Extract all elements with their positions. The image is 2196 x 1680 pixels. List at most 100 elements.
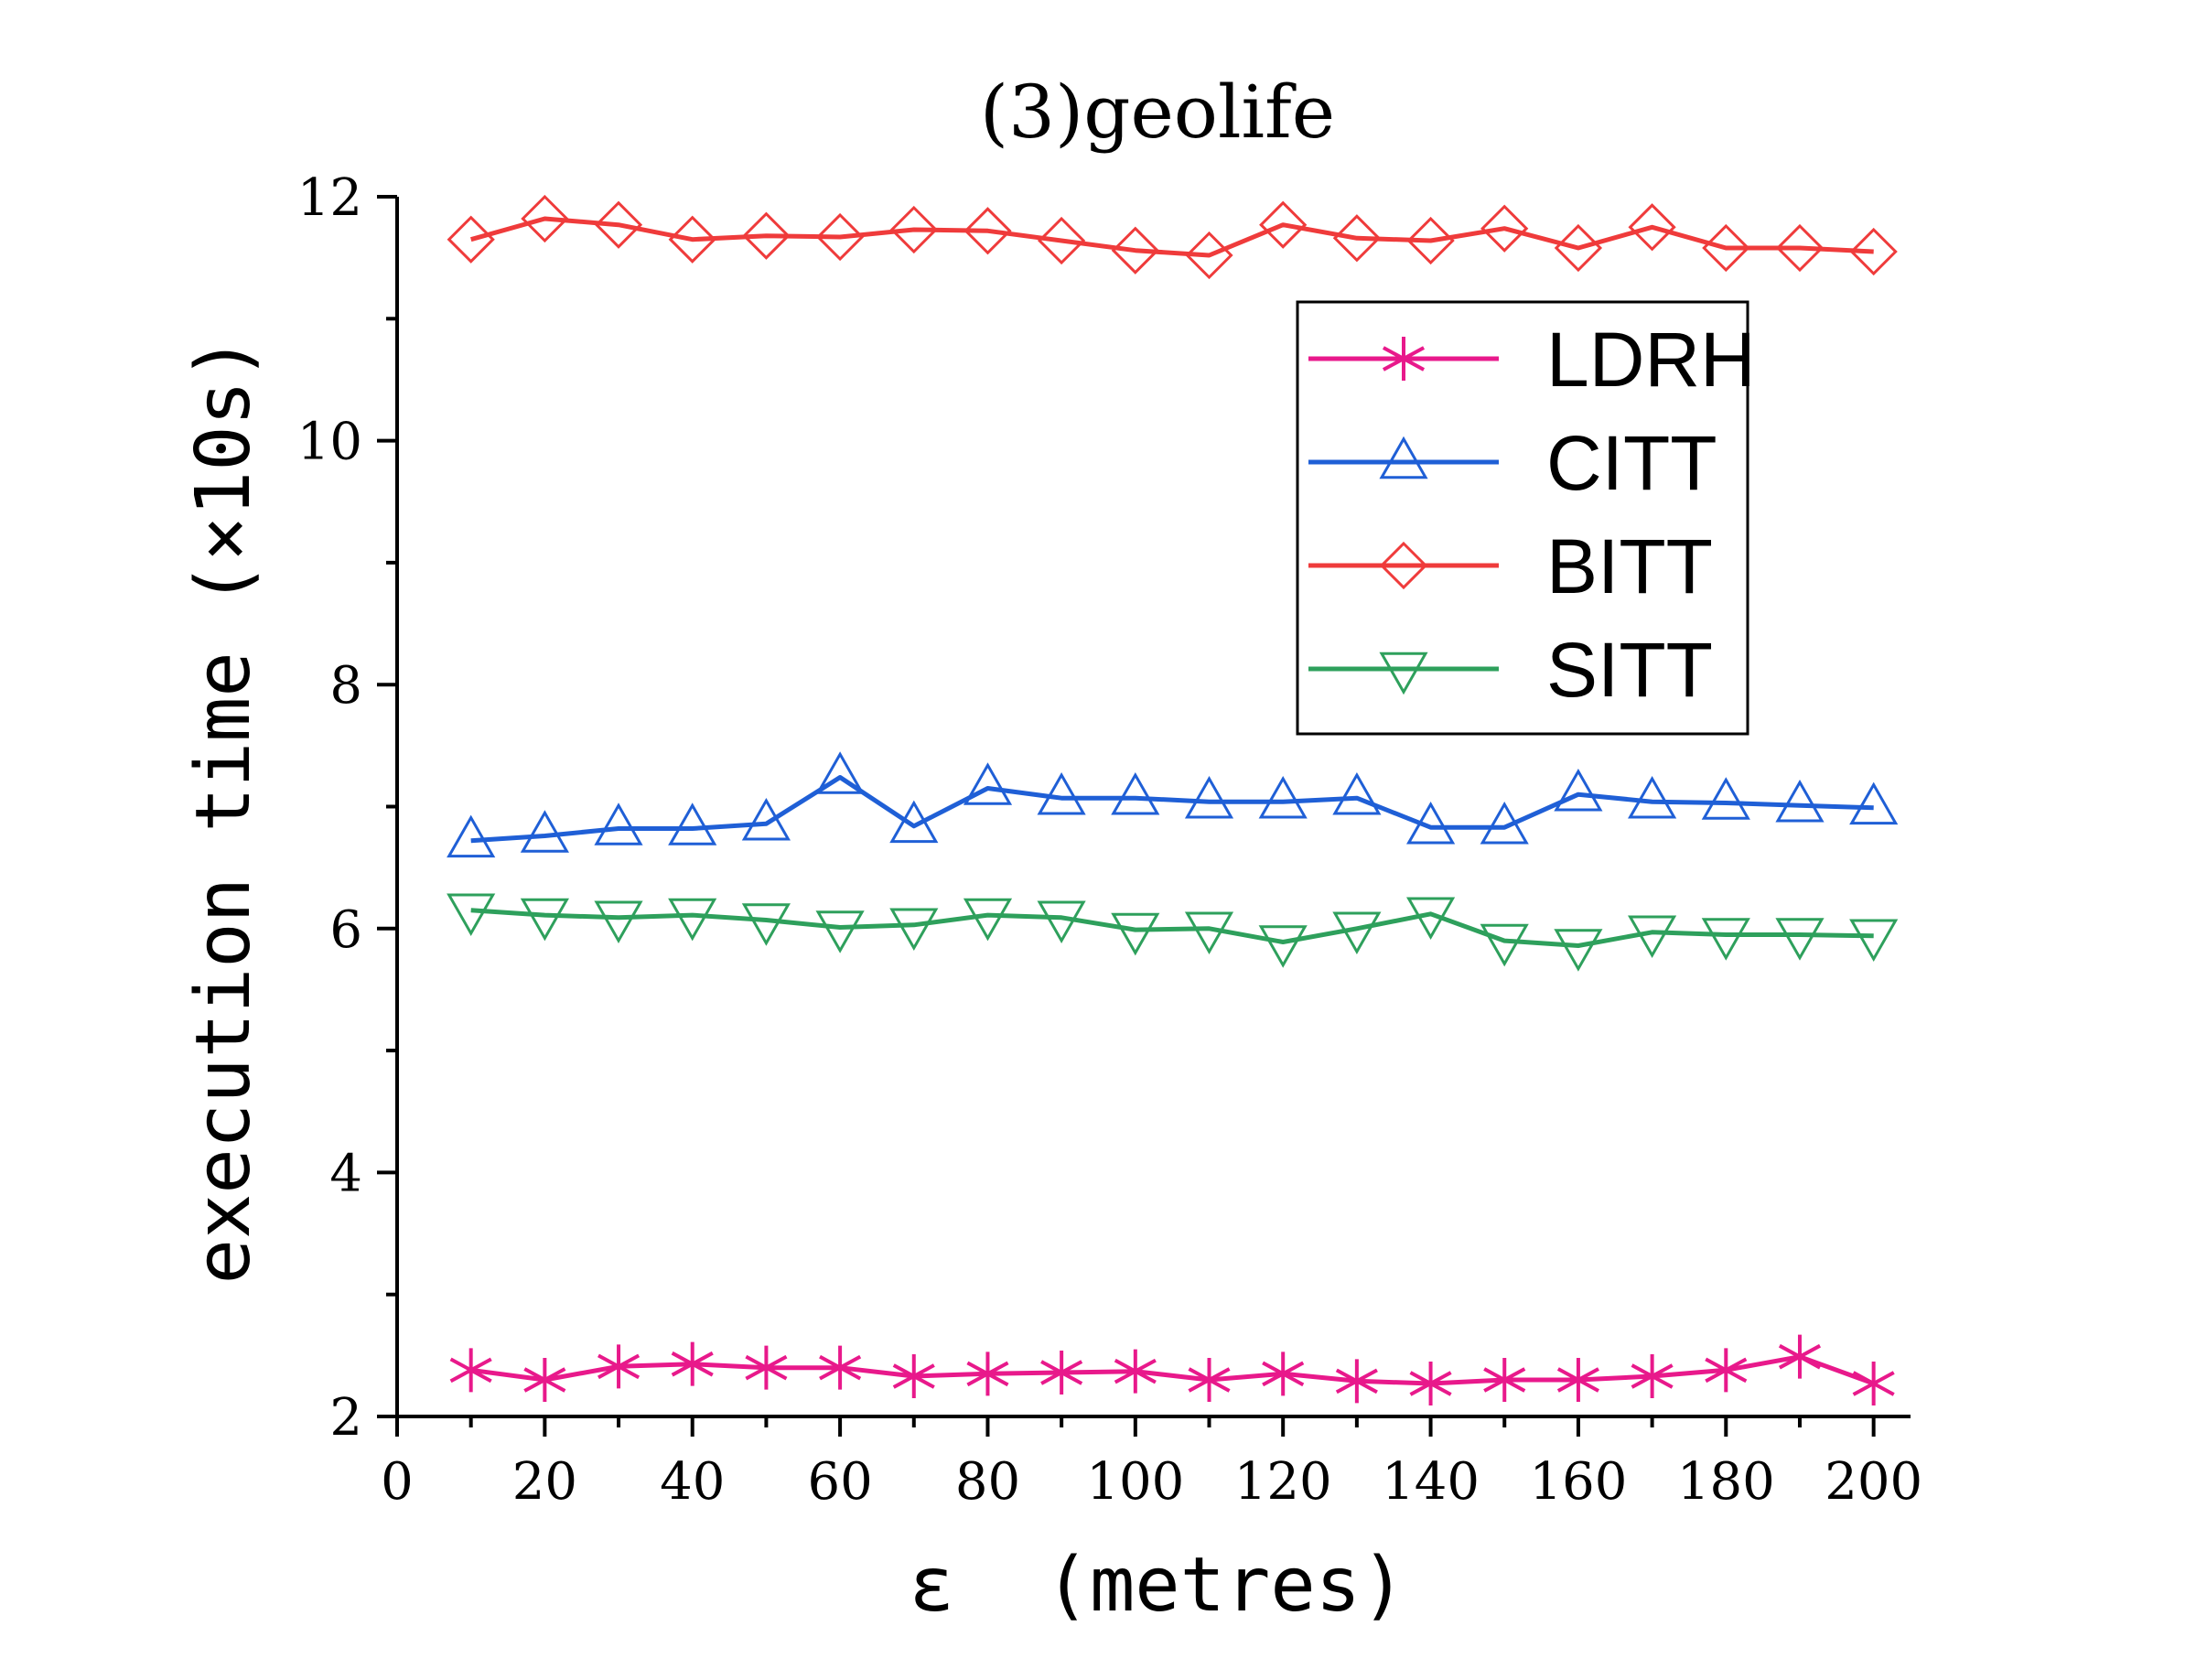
- triangle-down-marker: [1332, 911, 1382, 955]
- series-bitt: [447, 194, 1898, 280]
- star-marker-stroke: [1631, 1363, 1674, 1389]
- triangle-down-marker: [963, 898, 1013, 942]
- star-marker: [1483, 1358, 1526, 1403]
- x-tick-label: 100: [1086, 1452, 1184, 1512]
- y-tick-label: 4: [329, 1144, 362, 1203]
- triangle-up-marker: [520, 810, 569, 853]
- y-tick-label: 8: [329, 656, 362, 716]
- triangle-down-marker: [1111, 912, 1160, 956]
- triangle-down-marker: [1849, 919, 1899, 963]
- star-marker-stroke: [523, 1367, 566, 1393]
- star-marker-stroke: [597, 1353, 640, 1380]
- triangle-up-marker: [1258, 775, 1308, 819]
- legend-item-citt: CITT: [1308, 420, 1717, 506]
- star-marker-stroke: [1262, 1361, 1305, 1387]
- legend-label-sitt: SITT: [1546, 627, 1713, 713]
- diamond-marker: [1554, 223, 1603, 273]
- triangle-down-marker: [520, 898, 569, 942]
- triangle-up-marker: [963, 762, 1013, 805]
- triangle-up-marker: [668, 802, 717, 845]
- diamond-marker: [1406, 216, 1455, 265]
- triangle-up-marker: [1379, 436, 1428, 479]
- triangle-up-marker: [1554, 768, 1603, 812]
- triangle-up-marker: [741, 797, 791, 841]
- diamond-marker: [1332, 214, 1382, 263]
- triangle-down-marker: [1554, 929, 1603, 972]
- diamond-marker: [1849, 227, 1898, 276]
- star-marker: [819, 1345, 862, 1390]
- series-line-bitt: [470, 216, 1874, 258]
- diamond-marker: [889, 205, 938, 254]
- star-marker-stroke: [892, 1363, 935, 1389]
- star-marker-stroke: [449, 1357, 492, 1384]
- star-marker: [449, 1348, 492, 1393]
- star-marker: [1705, 1348, 1748, 1393]
- y-tick-label: 10: [297, 413, 362, 472]
- triangle-up-marker: [889, 800, 939, 844]
- star-marker: [1040, 1351, 1083, 1395]
- diamond-marker: [1185, 231, 1233, 280]
- x-tick-label: 40: [660, 1452, 725, 1512]
- legend-label-citt: CITT: [1546, 420, 1717, 506]
- triangle-up-marker: [1480, 801, 1529, 845]
- x-axis-label: ε (metres): [909, 1542, 1405, 1629]
- star-marker: [1409, 1362, 1452, 1406]
- triangle-down-marker: [447, 893, 496, 937]
- star-marker: [1262, 1352, 1305, 1396]
- star-marker: [1852, 1362, 1895, 1406]
- star-marker: [1188, 1358, 1231, 1403]
- star-marker-stroke: [1556, 1367, 1599, 1393]
- y-tick-label: 6: [329, 900, 362, 960]
- y-tick-label: 12: [297, 168, 362, 228]
- triangle-down-marker: [1184, 911, 1234, 955]
- triangle-up-marker: [594, 802, 643, 845]
- chart-title: (3)geolife: [980, 70, 1335, 155]
- diamond-marker: [1775, 223, 1825, 273]
- star-marker: [892, 1354, 935, 1399]
- diamond-marker: [594, 200, 643, 249]
- star-marker-stroke: [1852, 1371, 1895, 1396]
- x-tick-label: 120: [1234, 1452, 1332, 1512]
- diamond-marker: [815, 212, 865, 262]
- triangle-up-marker: [1849, 781, 1899, 825]
- series-ldrh: [449, 1334, 1895, 1406]
- x-tick-label: 80: [955, 1452, 1020, 1512]
- star-marker-stroke: [1382, 346, 1426, 372]
- star-marker: [1335, 1359, 1378, 1404]
- triangle-up-marker: [1111, 771, 1160, 815]
- star-marker-stroke: [1040, 1360, 1083, 1385]
- triangle-down-marker: [1037, 900, 1086, 944]
- star-marker-stroke: [745, 1354, 788, 1381]
- diamond-marker: [1702, 223, 1750, 273]
- star-marker: [523, 1358, 566, 1403]
- star-marker: [745, 1345, 788, 1390]
- diamond-marker: [1037, 216, 1086, 265]
- y-axis-label: execution time (×10s): [180, 336, 267, 1285]
- diamond-marker: [668, 215, 716, 264]
- star-marker-stroke: [1335, 1368, 1378, 1395]
- star-marker-stroke: [1483, 1367, 1526, 1393]
- triangle-down-marker: [1701, 918, 1750, 961]
- triangle-down-marker: [1628, 915, 1677, 959]
- triangle-up-marker: [815, 751, 865, 794]
- triangle-up-marker: [1037, 771, 1086, 815]
- x-tick-label: 140: [1382, 1452, 1480, 1512]
- legend-item-sitt: SITT: [1308, 627, 1713, 713]
- star-marker-stroke: [1114, 1358, 1157, 1384]
- triangle-down-marker: [1406, 897, 1456, 941]
- legend: LDRH CITT BITT SITT: [1296, 300, 1756, 736]
- star-marker: [1778, 1334, 1822, 1379]
- x-tick-label: 180: [1677, 1452, 1775, 1512]
- triangle-down-marker: [889, 908, 939, 952]
- y-ticks: 2 4 6 8 10 12: [297, 168, 397, 1448]
- triangle-up-marker: [1775, 779, 1825, 823]
- star-marker-stroke: [671, 1351, 714, 1377]
- star-marker-stroke: [1188, 1367, 1231, 1393]
- star-marker: [1556, 1358, 1599, 1403]
- diamond-marker: [963, 207, 1012, 255]
- star-marker-stroke: [1778, 1343, 1822, 1370]
- diamond-marker: [1111, 226, 1159, 275]
- star-marker-stroke: [819, 1354, 862, 1381]
